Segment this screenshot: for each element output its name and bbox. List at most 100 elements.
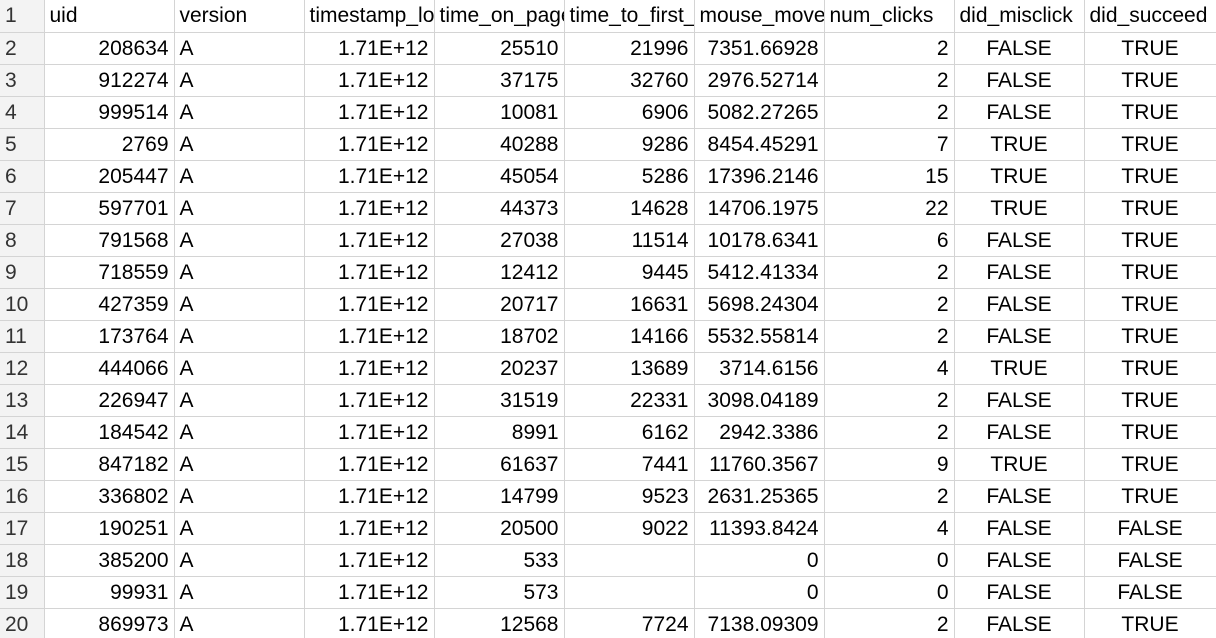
cell-time-to-first[interactable]: 13689	[564, 352, 695, 385]
cell-version[interactable]: A	[174, 448, 305, 481]
cell-time-on-page[interactable]: 37175	[434, 64, 565, 97]
cell-time-to-first[interactable]: 32760	[564, 64, 695, 97]
cell-version[interactable]: A	[174, 192, 305, 225]
cell-timestamp[interactable]: 1.71E+12	[304, 384, 435, 417]
cell-timestamp[interactable]: 1.71E+12	[304, 96, 435, 129]
cell-did-misclick[interactable]: FALSE	[954, 320, 1085, 353]
cell-time-on-page[interactable]: 8991	[434, 416, 565, 449]
cell-time-on-page[interactable]: 20500	[434, 512, 565, 545]
cell-did-succeed[interactable]: TRUE	[1084, 32, 1216, 65]
cell-time-on-page[interactable]: 40288	[434, 128, 565, 161]
cell-did-misclick[interactable]: TRUE	[954, 192, 1085, 225]
cell-time-to-first[interactable]: 9523	[564, 480, 695, 513]
cell-num-clicks[interactable]: 0	[824, 576, 955, 609]
cell-version[interactable]: A	[174, 320, 305, 353]
cell-mouse-moves[interactable]: 11760.3567	[694, 448, 825, 481]
cell-num-clicks[interactable]: 7	[824, 128, 955, 161]
cell-did-succeed[interactable]: FALSE	[1084, 544, 1216, 577]
cell-did-succeed[interactable]: TRUE	[1084, 608, 1216, 638]
cell-timestamp[interactable]: 1.71E+12	[304, 224, 435, 257]
cell-time-to-first[interactable]: 6906	[564, 96, 695, 129]
cell-time-to-first[interactable]: 14628	[564, 192, 695, 225]
cell-num-clicks[interactable]: 2	[824, 32, 955, 65]
column-header-time-to-first[interactable]: time_to_first_	[564, 0, 695, 33]
cell-time-on-page[interactable]: 533	[434, 544, 565, 577]
cell-mouse-moves[interactable]: 0	[694, 576, 825, 609]
cell-uid[interactable]: 173764	[44, 320, 175, 353]
cell-did-succeed[interactable]: TRUE	[1084, 384, 1216, 417]
cell-did-succeed[interactable]: TRUE	[1084, 96, 1216, 129]
cell-time-on-page[interactable]: 25510	[434, 32, 565, 65]
cell-num-clicks[interactable]: 2	[824, 256, 955, 289]
cell-num-clicks[interactable]: 0	[824, 544, 955, 577]
cell-mouse-moves[interactable]: 7138.09309	[694, 608, 825, 638]
cell-mouse-moves[interactable]: 2631.25365	[694, 480, 825, 513]
cell-did-succeed[interactable]: TRUE	[1084, 480, 1216, 513]
cell-did-succeed[interactable]: TRUE	[1084, 160, 1216, 193]
cell-version[interactable]: A	[174, 480, 305, 513]
cell-timestamp[interactable]: 1.71E+12	[304, 320, 435, 353]
cell-timestamp[interactable]: 1.71E+12	[304, 448, 435, 481]
cell-timestamp[interactable]: 1.71E+12	[304, 352, 435, 385]
cell-uid[interactable]: 226947	[44, 384, 175, 417]
cell-mouse-moves[interactable]: 3098.04189	[694, 384, 825, 417]
cell-time-to-first[interactable]: 14166	[564, 320, 695, 353]
row-header[interactable]: 4	[0, 96, 45, 129]
row-header[interactable]: 17	[0, 512, 45, 545]
row-header[interactable]: 11	[0, 320, 45, 353]
cell-uid[interactable]: 444066	[44, 352, 175, 385]
cell-time-on-page[interactable]: 45054	[434, 160, 565, 193]
row-header[interactable]: 10	[0, 288, 45, 321]
cell-version[interactable]: A	[174, 384, 305, 417]
cell-num-clicks[interactable]: 9	[824, 448, 955, 481]
cell-uid[interactable]: 208634	[44, 32, 175, 65]
row-header[interactable]: 5	[0, 128, 45, 161]
cell-did-misclick[interactable]: FALSE	[954, 96, 1085, 129]
row-header[interactable]: 7	[0, 192, 45, 225]
cell-timestamp[interactable]: 1.71E+12	[304, 256, 435, 289]
cell-time-to-first[interactable]: 11514	[564, 224, 695, 257]
cell-did-misclick[interactable]: FALSE	[954, 416, 1085, 449]
cell-version[interactable]: A	[174, 96, 305, 129]
column-header-mouse-moves[interactable]: mouse_moves	[694, 0, 825, 33]
cell-num-clicks[interactable]: 2	[824, 480, 955, 513]
cell-did-misclick[interactable]: FALSE	[954, 384, 1085, 417]
cell-time-on-page[interactable]: 10081	[434, 96, 565, 129]
column-header-did-misclick[interactable]: did_misclick	[954, 0, 1085, 33]
cell-num-clicks[interactable]: 2	[824, 320, 955, 353]
cell-num-clicks[interactable]: 2	[824, 416, 955, 449]
row-header[interactable]: 8	[0, 224, 45, 257]
cell-num-clicks[interactable]: 4	[824, 352, 955, 385]
cell-timestamp[interactable]: 1.71E+12	[304, 32, 435, 65]
row-header[interactable]: 6	[0, 160, 45, 193]
cell-did-misclick[interactable]: TRUE	[954, 352, 1085, 385]
cell-mouse-moves[interactable]: 17396.2146	[694, 160, 825, 193]
cell-did-misclick[interactable]: FALSE	[954, 480, 1085, 513]
cell-did-succeed[interactable]: TRUE	[1084, 288, 1216, 321]
cell-did-misclick[interactable]: FALSE	[954, 256, 1085, 289]
cell-did-misclick[interactable]: FALSE	[954, 64, 1085, 97]
cell-did-misclick[interactable]: FALSE	[954, 32, 1085, 65]
cell-time-on-page[interactable]: 573	[434, 576, 565, 609]
cell-time-to-first[interactable]: 9022	[564, 512, 695, 545]
column-header-timestamp[interactable]: timestamp_lo	[304, 0, 435, 33]
row-header[interactable]: 19	[0, 576, 45, 609]
cell-version[interactable]: A	[174, 256, 305, 289]
cell-did-succeed[interactable]: TRUE	[1084, 64, 1216, 97]
cell-time-to-first[interactable]: 5286	[564, 160, 695, 193]
cell-version[interactable]: A	[174, 160, 305, 193]
column-header-uid[interactable]: uid	[44, 0, 175, 33]
cell-did-succeed[interactable]: TRUE	[1084, 192, 1216, 225]
cell-uid[interactable]: 912274	[44, 64, 175, 97]
cell-num-clicks[interactable]: 22	[824, 192, 955, 225]
cell-time-to-first[interactable]: 6162	[564, 416, 695, 449]
row-header[interactable]: 2	[0, 32, 45, 65]
cell-version[interactable]: A	[174, 576, 305, 609]
cell-mouse-moves[interactable]: 3714.6156	[694, 352, 825, 385]
cell-did-misclick[interactable]: FALSE	[954, 512, 1085, 545]
row-header[interactable]: 13	[0, 384, 45, 417]
cell-did-misclick[interactable]: TRUE	[954, 160, 1085, 193]
cell-version[interactable]: A	[174, 608, 305, 638]
row-header[interactable]: 18	[0, 544, 45, 577]
cell-time-on-page[interactable]: 18702	[434, 320, 565, 353]
